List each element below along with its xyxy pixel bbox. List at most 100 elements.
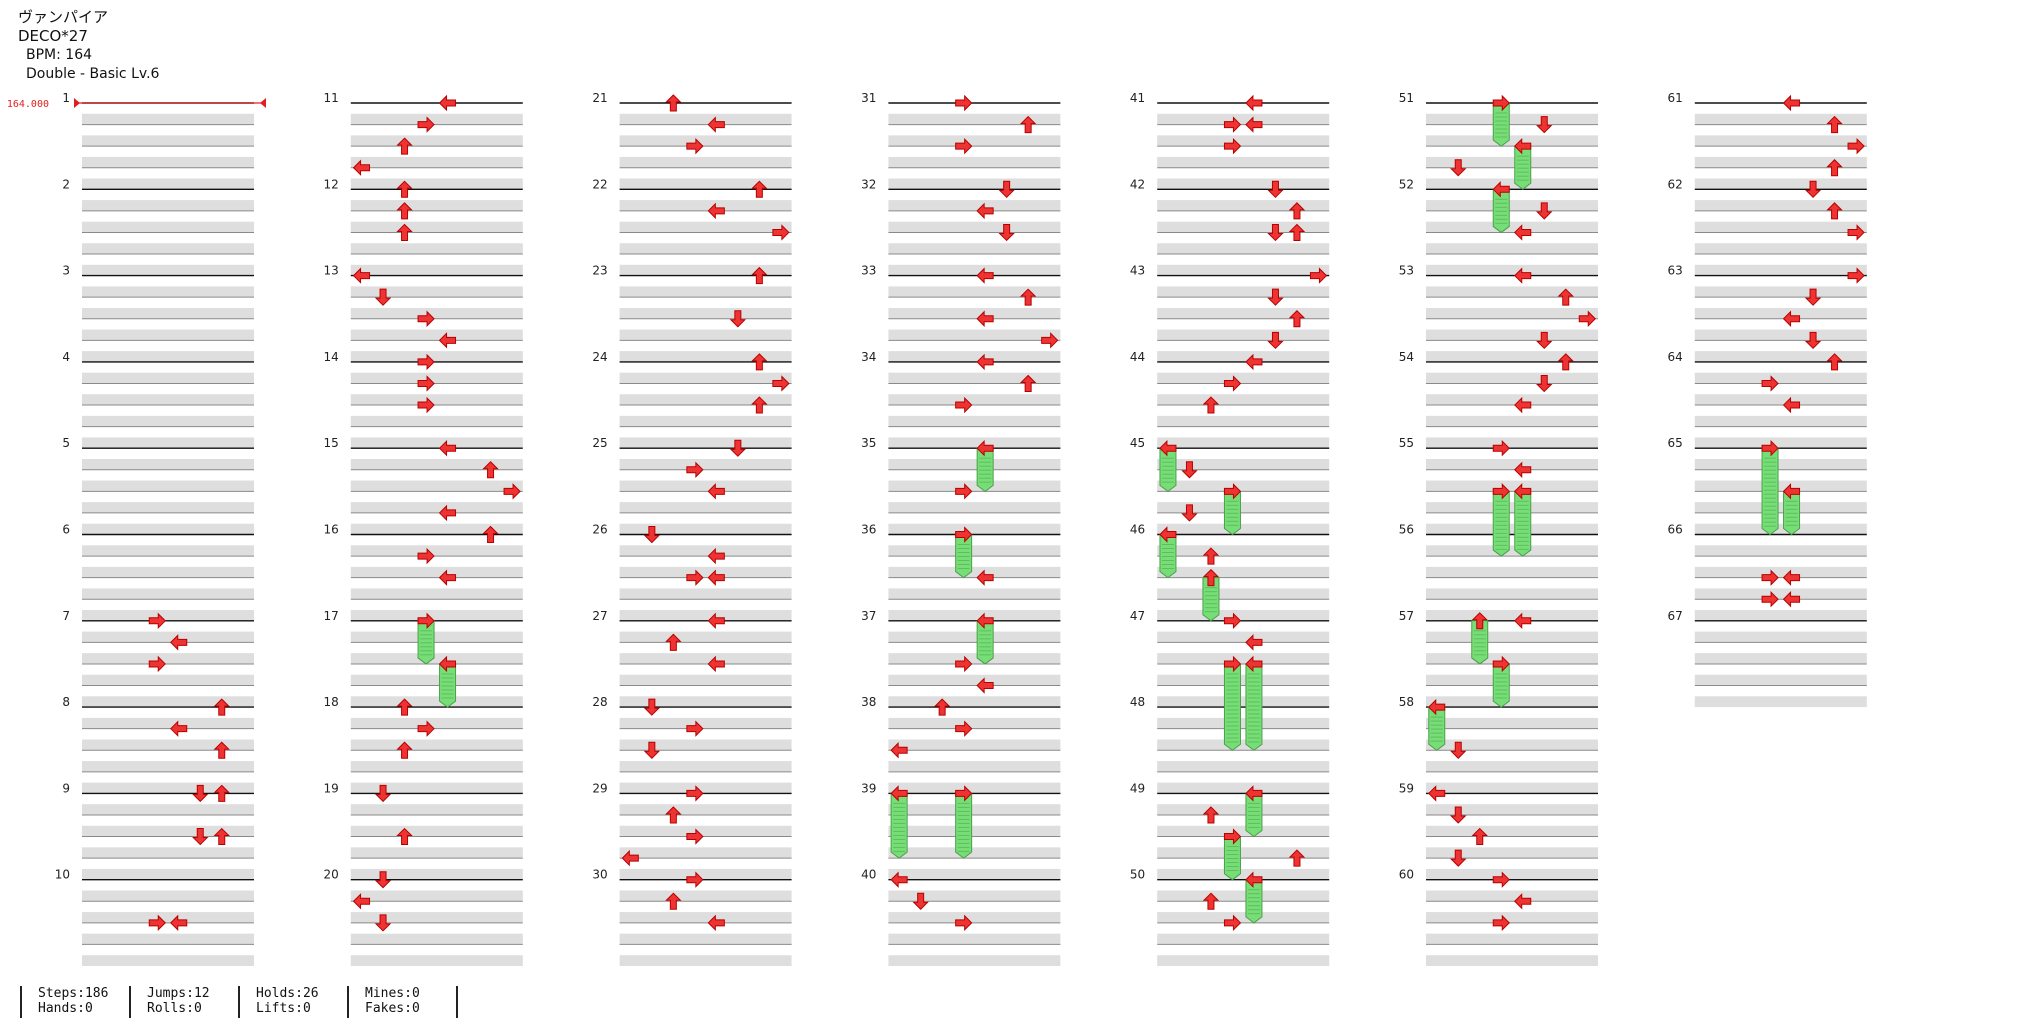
beat-band xyxy=(350,329,523,341)
beat-band xyxy=(1426,825,1598,837)
arrow-right-icon xyxy=(417,310,435,327)
beat-band xyxy=(619,243,792,255)
beat-band xyxy=(1157,588,1330,600)
beat-band xyxy=(82,221,254,233)
arrow-right-icon xyxy=(503,483,521,500)
arrow-up-icon xyxy=(396,202,413,220)
arrow-up-icon xyxy=(1826,353,1843,371)
beat-band xyxy=(350,113,523,125)
arrow-left-icon xyxy=(621,849,639,867)
arrow-down-icon xyxy=(1450,806,1467,824)
beat-band xyxy=(1157,868,1330,880)
beat-band xyxy=(350,200,523,211)
arrow-left-icon xyxy=(707,116,725,133)
beat-band xyxy=(1426,868,1598,880)
arrow-right-icon xyxy=(1492,483,1510,500)
measure-number: 48 xyxy=(1130,695,1145,709)
beat-band xyxy=(82,588,254,600)
arrow-right-icon xyxy=(1847,137,1865,155)
arrow-down-icon xyxy=(998,180,1015,199)
measure-number: 13 xyxy=(324,264,339,278)
beat-band xyxy=(619,890,792,902)
arrow-right-icon xyxy=(1761,439,1779,457)
measure-number: 35 xyxy=(861,436,876,450)
beat-band xyxy=(82,480,254,492)
beat-band xyxy=(1157,739,1330,751)
arrow-up-icon xyxy=(665,633,682,651)
beat-band xyxy=(1694,653,1867,664)
beat-band xyxy=(619,912,792,923)
beat-band xyxy=(1426,566,1598,578)
beat-band xyxy=(1426,329,1598,341)
beat-band xyxy=(619,739,792,751)
beat-band xyxy=(888,178,1061,190)
arrow-left-icon xyxy=(1245,785,1263,802)
measure-number: 11 xyxy=(324,91,339,105)
beat-band xyxy=(1426,761,1598,772)
beat-band xyxy=(888,243,1061,255)
arrow-down-icon xyxy=(643,698,661,716)
stat-hands: Hands:0 xyxy=(38,1001,93,1016)
arrow-left-icon xyxy=(1782,310,1801,327)
beat-band xyxy=(888,458,1061,470)
measure-number: 31 xyxy=(861,91,876,105)
arrow-up-icon xyxy=(396,180,413,198)
measure-number: 38 xyxy=(861,695,876,709)
song-bpm: BPM: 164 xyxy=(26,47,93,63)
measure-number: 2 xyxy=(62,177,70,191)
beat-band xyxy=(82,156,254,168)
beat-band xyxy=(350,480,523,492)
beat-band xyxy=(1426,804,1598,815)
measure-number: 30 xyxy=(592,868,607,882)
arrow-right-icon xyxy=(1761,569,1779,586)
beat-band xyxy=(619,933,792,945)
beat-band xyxy=(888,264,1061,276)
beat-band xyxy=(1157,502,1330,513)
arrow-left-icon xyxy=(438,332,457,349)
beat-band xyxy=(619,761,792,772)
arrow-left-icon xyxy=(1514,267,1532,284)
beat-band xyxy=(350,782,523,794)
beat-band xyxy=(350,394,523,406)
beat-band xyxy=(1157,200,1330,211)
stat-rolls: Rolls:0 xyxy=(147,1001,202,1016)
arrow-left-icon xyxy=(707,612,725,630)
beat-band xyxy=(1694,351,1867,362)
measure-number: 18 xyxy=(324,695,339,709)
beat-band xyxy=(888,847,1061,859)
beat-band xyxy=(1426,243,1598,255)
beat-band xyxy=(619,437,792,449)
beat-band xyxy=(619,264,792,276)
beat-band xyxy=(888,135,1061,147)
beat-band xyxy=(1426,135,1598,147)
beat-band xyxy=(888,394,1061,406)
arrow-right-icon xyxy=(417,396,435,414)
arrow-up-icon xyxy=(665,892,682,910)
arrow-right-icon xyxy=(1492,914,1510,932)
beat-band xyxy=(1426,912,1598,923)
beat-band xyxy=(888,480,1061,492)
beat-band xyxy=(619,113,792,125)
arrow-up-icon xyxy=(396,137,413,155)
arrow-left-icon xyxy=(707,202,725,220)
arrow-up-icon xyxy=(665,806,682,824)
beat-band xyxy=(82,610,254,621)
measure-number: 65 xyxy=(1668,436,1683,450)
beat-band xyxy=(1157,394,1330,406)
beat-band xyxy=(350,804,523,815)
beat-band xyxy=(82,674,254,686)
beat-band xyxy=(1157,286,1330,298)
arrow-right-icon xyxy=(955,137,973,155)
arrow-right-icon xyxy=(1847,267,1865,284)
beat-band xyxy=(619,458,792,470)
arrow-left-icon xyxy=(1245,655,1263,673)
beat-band xyxy=(82,890,254,902)
arrow-left-icon xyxy=(438,569,457,586)
measure-number: 3 xyxy=(62,264,70,278)
beat-band xyxy=(1157,243,1330,255)
arrow-down-icon xyxy=(643,741,661,759)
measure-number: 15 xyxy=(324,436,339,450)
measure-number: 19 xyxy=(324,781,339,795)
beat-band xyxy=(1694,156,1867,168)
arrow-right-icon xyxy=(1223,655,1242,673)
